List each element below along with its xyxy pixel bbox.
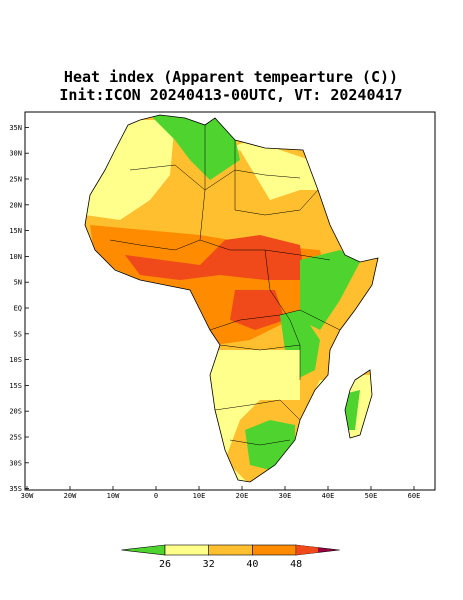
lat-tick-label: 35S bbox=[9, 485, 22, 493]
heat-region bbox=[125, 235, 305, 280]
lon-tick-label: 60E bbox=[408, 492, 421, 500]
lon-tick-label: 10E bbox=[193, 492, 206, 500]
lat-tick-label: 5N bbox=[14, 279, 22, 287]
lat-tick-label: 25S bbox=[9, 434, 22, 442]
colorbar-label: 26 bbox=[159, 559, 171, 570]
lat-tick-label: 15S bbox=[9, 382, 22, 390]
heat-region bbox=[150, 115, 240, 180]
lat-tick-label: 15N bbox=[9, 227, 22, 235]
colorbar-label: 48 bbox=[290, 559, 302, 570]
colorbar-label: 32 bbox=[203, 559, 215, 570]
lat-tick-label: 35N bbox=[9, 124, 22, 132]
lon-tick-label: 20E bbox=[236, 492, 249, 500]
lat-tick-label: EQ bbox=[14, 305, 22, 313]
lon-tick-label: 50E bbox=[365, 492, 378, 500]
lon-tick-label: 40E bbox=[322, 492, 335, 500]
heat-region bbox=[300, 250, 360, 330]
axes: 35N 30N 25N 20N 15N 10N 5N EQ 5S 10S 15S 20S 25S 30S 3… bbox=[9, 124, 420, 500]
colorbar-segment bbox=[252, 544, 297, 556]
colorbar-segment bbox=[164, 544, 210, 556]
colorbar-label: 40 bbox=[246, 559, 258, 570]
lat-tick-label: 10S bbox=[9, 356, 22, 364]
lat-tick-label: 20N bbox=[9, 201, 22, 209]
lon-tick-label: 10W bbox=[107, 492, 120, 500]
lon-tick-label: 0 bbox=[154, 492, 158, 500]
lon-tick-label: 30E bbox=[279, 492, 292, 500]
heat-region bbox=[200, 140, 320, 200]
lat-tick-label: 10N bbox=[9, 253, 22, 261]
lon-tick-label: 30W bbox=[21, 492, 34, 500]
map-title: Heat index (Apparent tempearture (C)) bbox=[64, 68, 398, 86]
lat-tick-label: 30N bbox=[9, 150, 22, 158]
lon-tick-label: 20W bbox=[64, 492, 77, 500]
lat-tick-label: 30S bbox=[9, 459, 22, 467]
colorbar-extend bbox=[296, 545, 318, 555]
borders bbox=[109, 125, 341, 446]
colorbar-segment bbox=[208, 544, 253, 556]
lat-tick-label: 5S bbox=[14, 330, 22, 338]
lat-tick-label: 20S bbox=[9, 408, 22, 416]
lat-tick-label: 25N bbox=[9, 176, 22, 184]
colorbar: 26 32 40 48 bbox=[121, 544, 340, 570]
heat-region bbox=[230, 290, 285, 330]
map-subtitle: Init:ICON 20240413-00UTC, VT: 20240417 bbox=[59, 86, 402, 104]
colorbar-extend bbox=[121, 544, 166, 556]
